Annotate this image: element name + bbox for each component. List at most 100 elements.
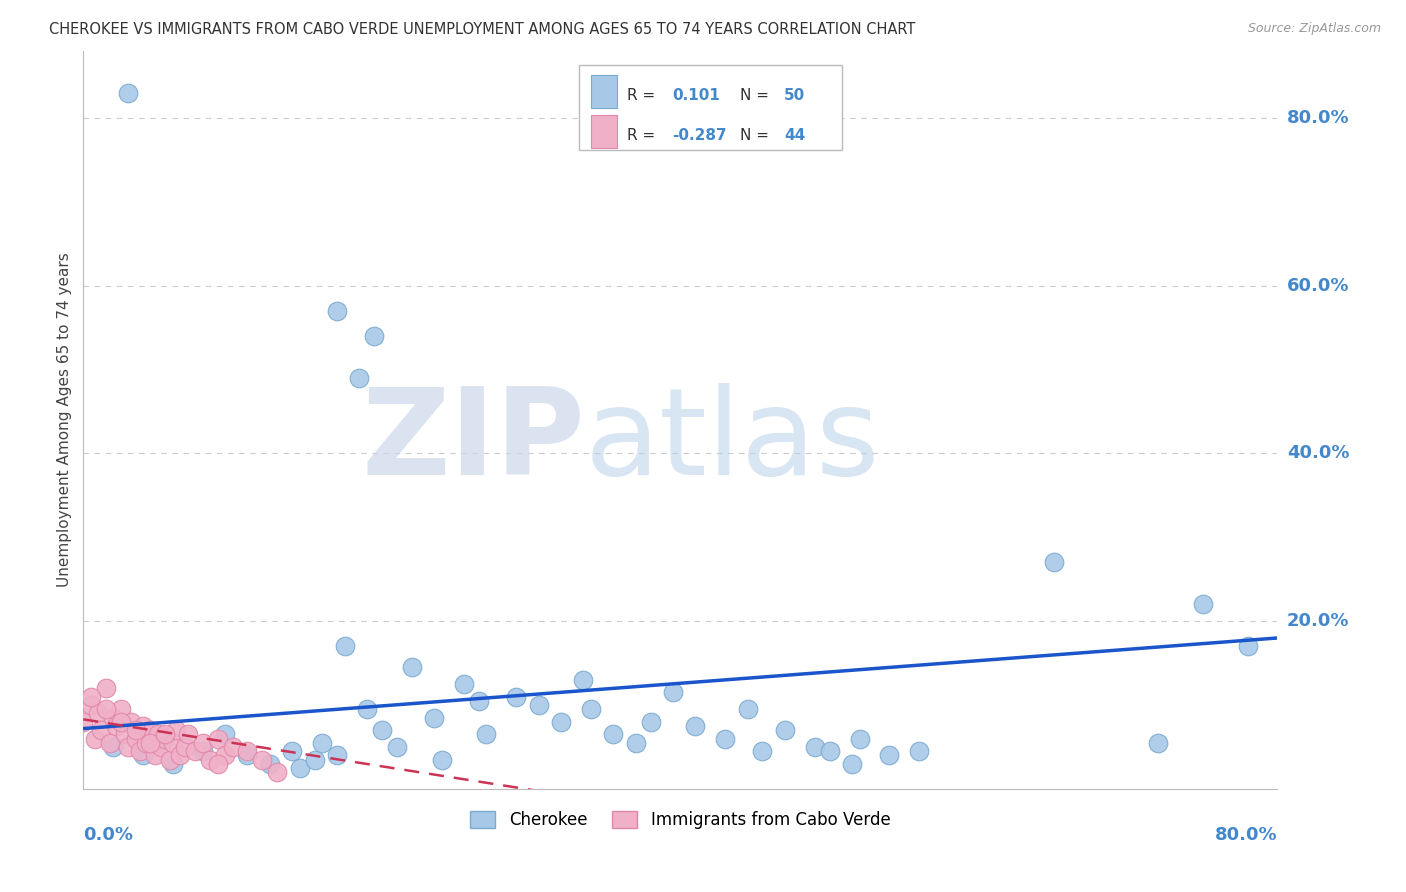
Point	[908, 744, 931, 758]
Point	[453, 677, 475, 691]
Point	[101, 739, 124, 754]
Point	[132, 719, 155, 733]
Point	[1147, 736, 1170, 750]
Point	[1236, 640, 1258, 654]
Point	[214, 727, 236, 741]
Point	[737, 702, 759, 716]
Point	[356, 702, 378, 716]
Point	[87, 706, 110, 721]
Legend: Cherokee, Immigrants from Cabo Verde: Cherokee, Immigrants from Cabo Verde	[464, 805, 897, 836]
Text: R =: R =	[627, 87, 659, 103]
Point	[385, 739, 408, 754]
Point	[371, 723, 394, 738]
Point	[527, 698, 550, 712]
Text: N =: N =	[740, 87, 773, 103]
Text: atlas: atlas	[585, 384, 880, 500]
Point	[423, 711, 446, 725]
Point	[803, 739, 825, 754]
Text: 0.0%: 0.0%	[83, 826, 134, 844]
Point	[475, 727, 498, 741]
Text: 40.0%: 40.0%	[1286, 444, 1350, 462]
Point	[430, 753, 453, 767]
Point	[124, 723, 146, 738]
Point	[288, 761, 311, 775]
Point	[191, 744, 214, 758]
Point	[751, 744, 773, 758]
Point	[165, 723, 187, 738]
Bar	[591, 115, 617, 148]
Point	[117, 86, 139, 100]
Point	[773, 723, 796, 738]
Point	[640, 714, 662, 729]
Y-axis label: Unemployment Among Ages 65 to 74 years: Unemployment Among Ages 65 to 74 years	[58, 252, 72, 587]
Point	[98, 736, 121, 750]
Point	[198, 753, 221, 767]
Point	[685, 719, 707, 733]
Point	[505, 690, 527, 704]
Text: 0.101: 0.101	[672, 87, 720, 103]
Text: 20.0%: 20.0%	[1286, 612, 1350, 630]
Point	[714, 731, 737, 746]
Point	[848, 731, 870, 746]
Point	[841, 756, 863, 771]
Text: R =: R =	[627, 128, 659, 143]
Point	[120, 714, 142, 729]
Point	[550, 714, 572, 729]
Point	[602, 727, 624, 741]
Point	[139, 723, 162, 738]
Point	[311, 736, 333, 750]
Point	[155, 731, 177, 746]
Point	[879, 748, 901, 763]
Point	[146, 727, 169, 741]
Point	[1192, 598, 1215, 612]
Text: 50: 50	[785, 87, 806, 103]
Point	[266, 765, 288, 780]
Point	[90, 723, 112, 738]
Point	[579, 702, 602, 716]
Point	[624, 736, 647, 750]
Point	[252, 753, 274, 767]
Point	[105, 719, 128, 733]
Point	[818, 744, 841, 758]
Point	[72, 714, 94, 729]
Point	[304, 753, 326, 767]
Text: N =: N =	[740, 128, 773, 143]
Point	[207, 731, 229, 746]
Point	[259, 756, 281, 771]
Point	[191, 736, 214, 750]
Text: 80.0%: 80.0%	[1286, 109, 1350, 127]
Point	[184, 744, 207, 758]
Point	[143, 748, 166, 763]
Point	[363, 329, 385, 343]
Point	[94, 681, 117, 696]
Point	[326, 303, 349, 318]
Text: 44: 44	[785, 128, 806, 143]
Point	[221, 739, 243, 754]
Bar	[591, 75, 617, 109]
Point	[155, 727, 177, 741]
Text: CHEROKEE VS IMMIGRANTS FROM CABO VERDE UNEMPLOYMENT AMONG AGES 65 TO 74 YEARS CO: CHEROKEE VS IMMIGRANTS FROM CABO VERDE U…	[49, 22, 915, 37]
Point	[162, 736, 184, 750]
Point	[84, 731, 107, 746]
Point	[326, 748, 349, 763]
Point	[135, 736, 157, 750]
Point	[207, 756, 229, 771]
Text: ZIP: ZIP	[361, 384, 585, 500]
Point	[117, 739, 139, 754]
Point	[1042, 556, 1064, 570]
Point	[94, 702, 117, 716]
Point	[80, 690, 103, 704]
Point	[214, 748, 236, 763]
Point	[173, 739, 195, 754]
Point	[236, 744, 259, 758]
Point	[149, 739, 172, 754]
Text: 60.0%: 60.0%	[1286, 277, 1350, 294]
Point	[110, 714, 132, 729]
Point	[281, 744, 304, 758]
Point	[110, 702, 132, 716]
Point	[101, 711, 124, 725]
Point	[159, 753, 181, 767]
Point	[177, 727, 200, 741]
Point	[169, 748, 191, 763]
Point	[80, 698, 103, 712]
